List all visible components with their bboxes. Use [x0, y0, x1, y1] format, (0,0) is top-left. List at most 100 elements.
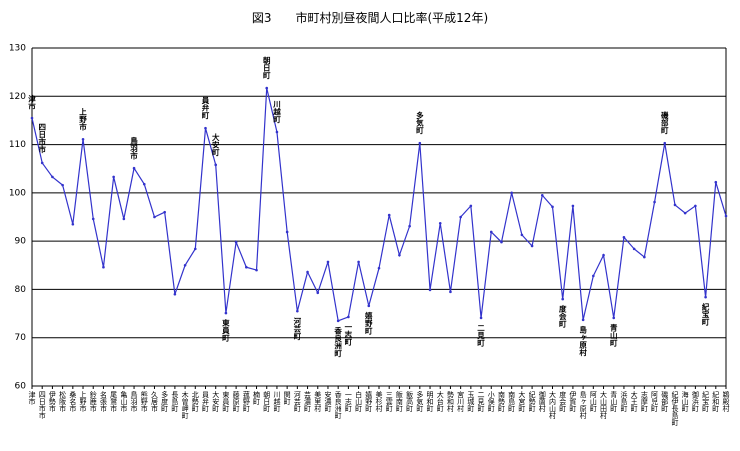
data-point	[357, 260, 360, 264]
y-tick-label: 130	[9, 44, 26, 54]
data-point	[387, 213, 391, 217]
data-point	[81, 137, 85, 141]
x-tick-label: 宮川村	[457, 390, 465, 412]
data-point	[132, 166, 136, 170]
data-point	[489, 230, 493, 234]
data-point	[581, 318, 585, 322]
data-point	[551, 205, 554, 209]
x-tick-label: 芸濃町	[304, 390, 312, 412]
x-tick-label: 亀山市	[120, 390, 128, 413]
x-tick-label: 河芸町	[293, 391, 301, 412]
data-point	[153, 215, 156, 219]
annotation: 川越町	[272, 100, 281, 124]
data-point	[377, 266, 381, 270]
data-point	[214, 163, 218, 167]
data-point	[612, 316, 616, 320]
y-tick-label: 80	[15, 285, 27, 295]
data-point	[449, 290, 452, 294]
data-point	[347, 315, 350, 319]
data-point	[714, 180, 718, 184]
x-tick-label: 長島町	[171, 391, 179, 412]
data-point	[245, 265, 248, 269]
x-tick-label: 藤原町	[232, 390, 240, 412]
x-tick-label: 小俣町	[487, 390, 495, 412]
x-tick-label: 南勢町	[497, 390, 505, 412]
data-point	[530, 244, 534, 248]
data-point	[683, 211, 687, 215]
data-point	[663, 141, 667, 145]
data-point	[285, 230, 289, 234]
x-tick-label: 阿児町	[651, 390, 659, 412]
data-point	[704, 295, 707, 299]
x-tick-label: 御浜町	[691, 390, 699, 412]
data-point	[30, 116, 34, 120]
annotation: 鳥羽市	[129, 135, 138, 160]
x-tick-label: 大安町	[212, 390, 220, 412]
y-tick-label: 100	[9, 188, 26, 198]
data-point	[102, 265, 105, 269]
data-point	[520, 233, 524, 237]
x-tick-label: 松阪市	[59, 390, 67, 413]
x-tick-label: 飯南町	[395, 390, 403, 412]
x-tick-label: 伊賀町	[569, 390, 577, 412]
data-point	[265, 86, 269, 90]
x-tick-label: 久居市	[150, 390, 158, 413]
x-tick-label: 玉城町	[467, 391, 475, 412]
x-tick-label: 朝日町	[263, 391, 271, 412]
x-tick-label: 木曽岬町	[181, 390, 189, 419]
x-tick-label: 多気町	[416, 390, 424, 412]
annotation: 大安町	[211, 132, 220, 157]
data-point	[724, 214, 728, 218]
data-point	[561, 297, 565, 301]
x-tick-label: 志摩町	[640, 390, 648, 412]
x-tick-label: 紀勢町	[528, 390, 536, 412]
data-point	[418, 141, 422, 145]
x-tick-label: 多度町	[161, 390, 169, 412]
data-point	[183, 263, 187, 267]
data-point	[398, 253, 401, 257]
x-tick-label: 三雲町	[385, 391, 393, 412]
x-tick-label: 紀伊長島町	[671, 390, 679, 426]
data-point	[643, 255, 646, 259]
data-point	[255, 268, 258, 272]
x-tick-label: 名張市	[99, 390, 107, 413]
data-point	[296, 309, 299, 313]
data-point	[112, 175, 115, 179]
y-tick-label: 90	[15, 237, 27, 247]
x-tick-label: 嬉野町	[365, 390, 373, 412]
data-point	[224, 311, 228, 315]
data-point	[469, 204, 473, 208]
x-tick-label: 関町	[283, 391, 291, 405]
x-tick-label: 鵜殿村	[722, 390, 730, 412]
x-tick-label: 美杉村	[375, 390, 383, 412]
data-point	[61, 183, 64, 187]
data-point	[71, 222, 75, 226]
annotation: 二見町	[476, 324, 485, 348]
data-point	[428, 288, 432, 292]
data-point	[500, 240, 503, 244]
x-tick-label: 紀和町	[712, 390, 720, 412]
data-point	[632, 247, 636, 251]
x-tick-label: 島ヶ原村	[579, 390, 587, 419]
x-tick-label: 美里村	[314, 390, 322, 412]
annotation: 嬉野町	[364, 310, 373, 335]
annotation: 朝日町	[262, 55, 271, 80]
data-point	[316, 291, 320, 295]
annotation: 香良洲町	[333, 325, 342, 358]
x-tick-label: 白山町	[355, 390, 363, 412]
x-tick-label: 東員町	[222, 390, 230, 412]
data-point	[540, 193, 544, 197]
data-point	[204, 126, 207, 130]
data-point	[438, 221, 442, 225]
x-tick-label: 安濃町	[324, 390, 332, 412]
x-tick-label: 度会町	[559, 390, 567, 412]
data-point	[622, 235, 626, 239]
annotation: 磯部町	[660, 110, 669, 135]
x-tick-label: 桑名市	[69, 390, 77, 413]
x-tick-label: 二見町	[477, 391, 485, 412]
data-point	[336, 319, 340, 323]
data-point	[193, 247, 197, 251]
x-tick-label: 川越町	[273, 391, 281, 412]
x-tick-label: 大台町	[436, 390, 444, 412]
